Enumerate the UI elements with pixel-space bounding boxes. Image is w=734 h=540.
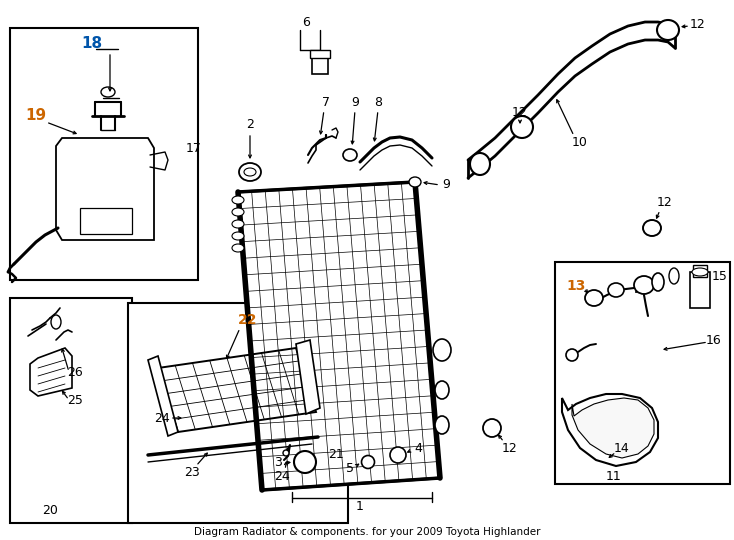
- Bar: [555, 262, 730, 484]
- Bar: [693, 265, 707, 277]
- Text: 14: 14: [614, 442, 630, 455]
- Text: 7: 7: [322, 96, 330, 109]
- Bar: [312, 52, 328, 74]
- Polygon shape: [238, 182, 440, 490]
- Text: 6: 6: [302, 16, 310, 29]
- Ellipse shape: [343, 149, 357, 161]
- Ellipse shape: [244, 168, 256, 176]
- Text: 12: 12: [502, 442, 518, 455]
- Ellipse shape: [608, 283, 624, 297]
- Text: 26: 26: [67, 366, 83, 379]
- Text: 17: 17: [186, 141, 202, 154]
- Ellipse shape: [669, 268, 679, 284]
- Ellipse shape: [511, 116, 533, 138]
- Ellipse shape: [634, 276, 654, 294]
- Polygon shape: [158, 348, 316, 432]
- Text: 21: 21: [328, 449, 344, 462]
- Text: 23: 23: [184, 465, 200, 478]
- Ellipse shape: [362, 456, 374, 469]
- Ellipse shape: [643, 220, 661, 236]
- Text: 2: 2: [246, 118, 254, 132]
- Ellipse shape: [483, 419, 501, 437]
- Text: 19: 19: [26, 107, 46, 123]
- Polygon shape: [296, 340, 320, 414]
- Ellipse shape: [585, 290, 603, 306]
- Ellipse shape: [409, 177, 421, 187]
- Text: 5: 5: [346, 462, 354, 475]
- Bar: [10, 298, 132, 523]
- Text: 4: 4: [414, 442, 422, 455]
- Text: 25: 25: [67, 394, 83, 407]
- Ellipse shape: [239, 163, 261, 181]
- Bar: [128, 303, 348, 523]
- Text: 3: 3: [274, 456, 282, 469]
- Text: 12: 12: [512, 105, 528, 118]
- Text: 9: 9: [351, 96, 359, 109]
- Text: 24: 24: [154, 411, 170, 424]
- Text: 1: 1: [356, 501, 364, 514]
- Polygon shape: [30, 348, 72, 396]
- Polygon shape: [148, 356, 178, 436]
- Text: 18: 18: [81, 37, 103, 51]
- Ellipse shape: [283, 450, 289, 456]
- Text: 15: 15: [712, 269, 728, 282]
- Ellipse shape: [101, 87, 115, 97]
- Polygon shape: [572, 398, 654, 458]
- Ellipse shape: [435, 381, 449, 399]
- Polygon shape: [562, 394, 658, 466]
- Text: 8: 8: [374, 96, 382, 109]
- Ellipse shape: [232, 196, 244, 204]
- Ellipse shape: [470, 153, 490, 175]
- Text: 24: 24: [274, 469, 290, 483]
- Ellipse shape: [692, 268, 708, 276]
- Ellipse shape: [232, 244, 244, 252]
- Text: Diagram Radiator & components. for your 2009 Toyota Highlander: Diagram Radiator & components. for your …: [194, 527, 540, 537]
- Bar: [690, 272, 710, 308]
- Text: 12: 12: [690, 17, 706, 30]
- Text: 20: 20: [42, 503, 58, 516]
- Ellipse shape: [232, 232, 244, 240]
- Ellipse shape: [657, 20, 679, 40]
- Ellipse shape: [294, 451, 316, 473]
- Text: 13: 13: [567, 279, 586, 293]
- Ellipse shape: [51, 315, 61, 329]
- Ellipse shape: [652, 273, 664, 291]
- Text: 16: 16: [706, 334, 722, 347]
- Ellipse shape: [566, 349, 578, 361]
- Text: 9: 9: [442, 179, 450, 192]
- Ellipse shape: [390, 447, 406, 463]
- Text: 12: 12: [657, 195, 673, 208]
- Text: 10: 10: [572, 136, 588, 148]
- Ellipse shape: [435, 416, 449, 434]
- Text: 22: 22: [239, 313, 258, 327]
- Bar: [10, 28, 198, 280]
- Ellipse shape: [232, 220, 244, 228]
- Bar: [80, 208, 132, 234]
- Polygon shape: [56, 138, 154, 240]
- Ellipse shape: [232, 208, 244, 216]
- Bar: [310, 50, 330, 58]
- Text: 11: 11: [606, 469, 622, 483]
- Ellipse shape: [433, 339, 451, 361]
